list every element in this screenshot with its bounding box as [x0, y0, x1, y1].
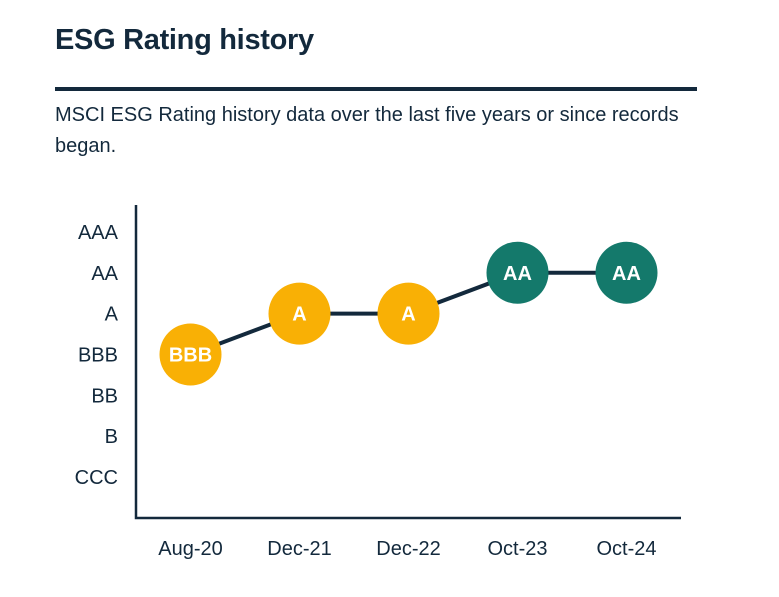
x-axis-label: Dec-22	[376, 538, 440, 560]
data-point-label: A	[401, 304, 415, 326]
data-point-label: BBB	[169, 344, 212, 366]
title-divider	[55, 87, 697, 91]
data-point	[486, 241, 549, 304]
y-axis-label: CCC	[75, 467, 118, 489]
y-axis-label: B	[105, 426, 118, 448]
chart-axes	[134, 205, 681, 520]
x-axis-label: Oct-24	[596, 538, 656, 560]
data-point	[377, 282, 440, 345]
y-axis-label: AA	[91, 263, 118, 285]
data-point	[595, 241, 658, 304]
page-subtitle: MSCI ESG Rating history data over the la…	[55, 104, 679, 157]
x-axis-label: Dec-21	[267, 538, 331, 560]
page-title: ESG Rating history	[55, 24, 314, 56]
data-point	[268, 282, 331, 345]
data-point	[159, 323, 222, 386]
y-axis-label: BB	[91, 385, 118, 407]
y-axis-label: A	[105, 304, 119, 326]
y-axis-label: BBB	[78, 344, 118, 366]
x-axis-label: Oct-23	[487, 538, 547, 560]
data-point-label: AA	[503, 263, 532, 285]
x-axis-label: Aug-20	[158, 538, 223, 560]
y-axis-label: AAA	[78, 222, 119, 244]
data-point-label: AA	[612, 263, 641, 285]
data-point-label: A	[292, 304, 306, 326]
